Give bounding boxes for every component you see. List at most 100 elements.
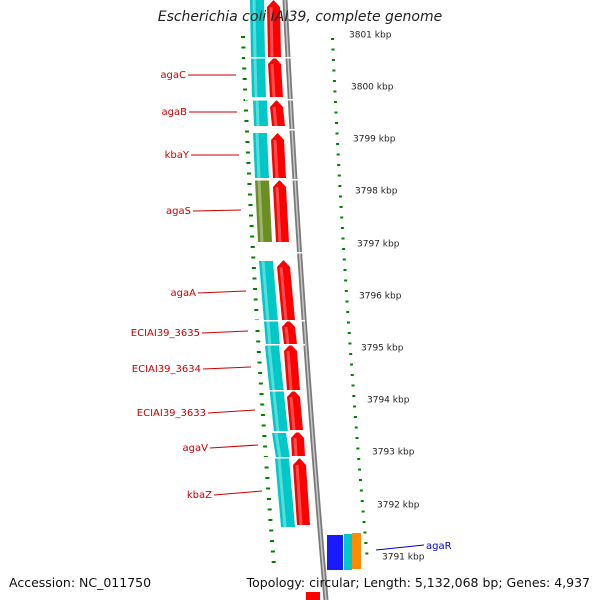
gene-arrow-forward-shine [293, 437, 298, 457]
gene-arrow-forward [277, 260, 295, 320]
tick-dot-inner [242, 67, 247, 70]
gene-label-leader [207, 409, 256, 414]
gene-strip-cyan [253, 100, 268, 126]
gene-arrow-forward-shine [273, 139, 279, 179]
gene-strip-cyan [272, 433, 290, 458]
gene-labels: agaC agaB kbaY agaS agaA ECIAI39_3635 ECIAI39_… [131, 70, 452, 552]
kbp-tick-label: 3792 kbp [377, 501, 420, 511]
gene-strip-cyan-shine [267, 345, 280, 433]
tick-dot-outer [340, 227, 344, 229]
tick-dot-inner [248, 204, 253, 206]
tick-dot-outer [349, 353, 353, 355]
tick-dot-inner [250, 246, 255, 248]
tick-dot-inner [270, 550, 275, 553]
tick-dot-outer [346, 321, 350, 324]
tick-dot-outer [357, 458, 361, 460]
tick-dot-inner [259, 393, 264, 395]
gene-separator [245, 252, 305, 254]
gene-arrow-forward-shine [275, 186, 282, 243]
tick-dot-inner [253, 288, 258, 290]
tick-dot-outer [335, 132, 339, 135]
gene-strip-cyan [259, 261, 280, 346]
tick-dot-inner [261, 424, 266, 427]
tick-dot-inner [255, 330, 260, 332]
gene-label-leader [213, 490, 263, 496]
tick-dot-outer [353, 405, 357, 408]
gene-strip-cyan-shine [255, 99, 260, 127]
gene-strip-olive-shine [257, 179, 264, 243]
tick-dot-outer [342, 248, 346, 250]
gene-block-cyan [344, 534, 352, 570]
gene-arrow-forward [270, 100, 285, 126]
tick-dot-outer [351, 384, 355, 387]
tick-dot-inner [245, 151, 250, 154]
gene-label-leader [209, 444, 259, 449]
tick-dot-inner [266, 498, 271, 500]
tick-dot-outer [331, 38, 334, 40]
tick-dot-inner [249, 214, 254, 217]
tick-dot-inner [257, 361, 262, 364]
genome-backbone [282, 0, 329, 600]
tick-dot-inner [241, 46, 246, 49]
tick-dot-inner [260, 403, 265, 406]
tick-dot-inner [245, 141, 250, 143]
gene-arrow-forward-shine [270, 63, 276, 98]
gene-strip-cyan [250, 0, 265, 57]
gene-arrow-forward-shine [295, 464, 303, 526]
tick-dot-outer [345, 300, 349, 303]
tick-dot-inner [241, 36, 245, 38]
tick-dot-inner [262, 435, 267, 437]
gene-label-agaA: agaA [171, 288, 197, 299]
gene-label-agaB: agaB [162, 107, 188, 118]
gene-strip-cyan [265, 346, 288, 432]
gene-separator [245, 179, 305, 181]
tick-dot-outer [334, 111, 338, 114]
gene-label-leader [202, 366, 252, 370]
gene-arrow-forward-shine [284, 326, 290, 345]
tick-dot-inner [251, 256, 256, 259]
tick-dot-inner [266, 487, 271, 490]
gene-label-leader [197, 290, 247, 294]
gene-arrow-forward-shine [272, 106, 278, 127]
tick-dot-outer [340, 216, 344, 219]
kbp-tick-label: 3796 kbp [359, 292, 402, 302]
tick-dot-inner [270, 540, 275, 542]
accession-text: Accession: NC_011750 [9, 575, 152, 590]
gene-separator [245, 390, 305, 392]
gene-label-leader [375, 544, 425, 551]
kbp-tick-label: 3798 kbp [355, 187, 398, 197]
gene-features [245, 0, 361, 600]
gene-label-agaS: agaS [166, 206, 191, 217]
gene-strip-cyan [275, 458, 295, 527]
tick-dot-inner [271, 561, 276, 563]
gene-strip-cyan-shine [261, 260, 272, 347]
tick-dot-inner [263, 445, 268, 448]
tick-dot-inner [249, 225, 254, 227]
gene-separator [245, 99, 305, 101]
tick-dot-inner [268, 519, 273, 521]
gene-arrow-forward [293, 458, 310, 525]
tick-dot-inner [267, 508, 272, 511]
topology-text: Topology: circular; Length: 5,132,068 bp… [246, 575, 590, 590]
tick-dot-inner [258, 372, 263, 374]
gene-arrow-forward [267, 0, 281, 57]
tick-dot-outer [358, 468, 362, 471]
tick-dot-outer [346, 311, 350, 313]
tick-dot-outer [331, 59, 335, 61]
gene-arrow-forward-shine [286, 350, 293, 391]
gene-label-kbaZ: kbaZ [187, 490, 212, 501]
tick-dot-outer [359, 489, 363, 492]
kbp-tick-label: 3797 kbp [357, 240, 400, 250]
gene-arrow-forward [268, 57, 283, 97]
tick-dot-inner [243, 88, 248, 91]
tick-dot-outer [347, 332, 351, 334]
tick-dot-outer [334, 122, 338, 124]
tick-dot-outer [348, 342, 352, 345]
tick-dot-outer [331, 48, 335, 51]
tick-dot-outer [341, 237, 345, 240]
gene-strip-cyan [253, 133, 269, 178]
gene-strip-cyan [251, 58, 266, 97]
gene-separator [245, 320, 305, 322]
tick-dot-inner [254, 309, 259, 311]
